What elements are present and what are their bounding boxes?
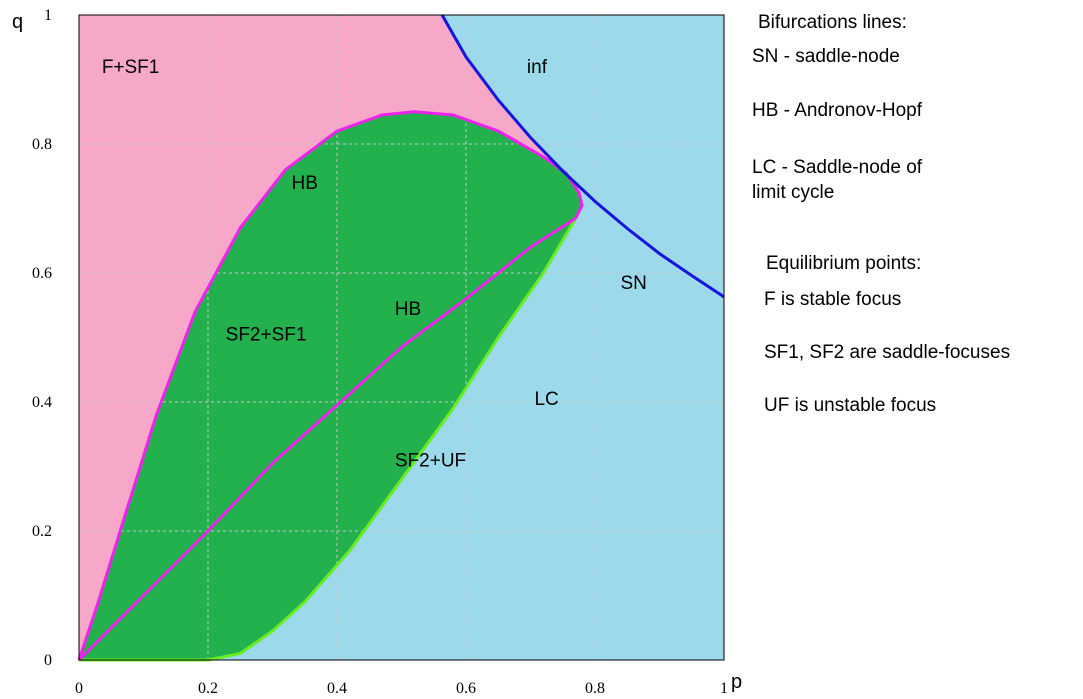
y-tick-label: 0.2 — [32, 523, 52, 540]
y-tick-label: 0 — [44, 652, 52, 669]
x-tick-label: 0 — [75, 680, 83, 697]
y-tick-label: 1 — [44, 7, 52, 24]
x-tick-label: 1 — [720, 680, 728, 697]
legend-bifurcations-title: Bifurcations lines: — [758, 12, 907, 33]
x-axis-label: p — [731, 671, 742, 693]
y-tick-label: 0.6 — [32, 265, 52, 282]
legend-lc-line2: limit cycle — [752, 182, 835, 203]
region-label: SF2+SF1 — [226, 325, 307, 346]
x-tick-label: 0.8 — [585, 680, 605, 697]
y-tick-label: 0.8 — [32, 136, 52, 153]
x-tick-label: 0.4 — [327, 680, 347, 697]
region-label: HB — [292, 173, 318, 194]
legend-sn: SN - saddle-node — [752, 46, 900, 67]
y-axis-label: q — [12, 11, 23, 33]
region-label: LC — [534, 389, 558, 410]
region-labels: F+SF1 inf HB SN HB SF2+SF1 LC SF2+UF — [102, 57, 647, 471]
region-label: SF2+UF — [395, 451, 466, 472]
sn-curve — [440, 14, 725, 299]
legend-equilibrium-title: Equilibrium points: — [766, 253, 922, 274]
region-label: F+SF1 — [102, 57, 160, 78]
region-sf2 — [79, 111, 583, 661]
region-label: SN — [620, 273, 646, 294]
legend-uf: UF is unstable focus — [764, 395, 937, 416]
region-label: HB — [395, 299, 421, 320]
y-tick-label: 0.4 — [32, 394, 52, 411]
region-f-sf1 — [79, 15, 583, 660]
x-tick-label: 0.6 — [456, 680, 476, 697]
legend-hb: HB - Andronov-Hopf — [752, 100, 923, 121]
region-label: inf — [527, 57, 548, 78]
x-tick-label: 0.2 — [198, 680, 218, 697]
legend-sf: SF1, SF2 are saddle-focuses — [764, 342, 1011, 363]
legend-f: F is stable focus — [764, 289, 902, 310]
legend-lc-line1: LC - Saddle-node of — [752, 157, 923, 178]
tick-labels: 0 0.2 0.4 0.6 0.8 1 0 0.2 0.4 0.6 0.8 1 — [32, 7, 728, 697]
hb-inner-curve — [77, 216, 577, 662]
plot-frame — [78, 14, 725, 661]
